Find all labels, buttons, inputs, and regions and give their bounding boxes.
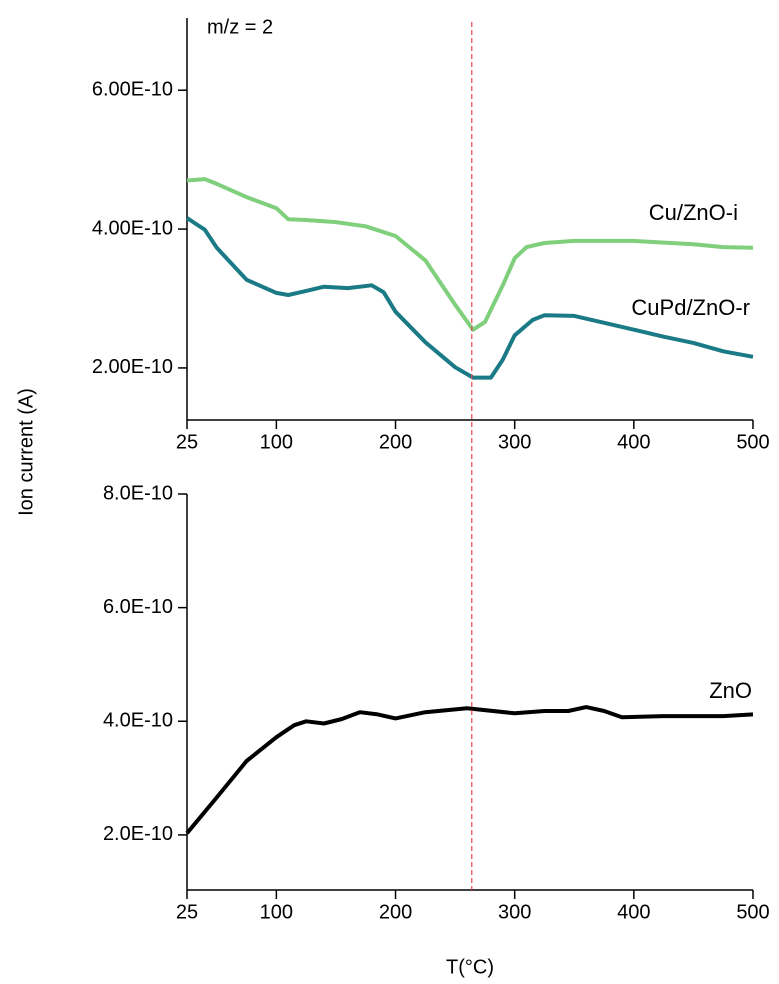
y-tick-label: 4.0E-10 (103, 710, 173, 732)
y-tick-label: 8.0E-10 (103, 482, 173, 504)
y-axis-label: Ion current (A) (15, 388, 37, 516)
x-tick-label: 500 (736, 431, 769, 453)
x-tick-label: 300 (498, 431, 531, 453)
x-tick-label: 300 (498, 901, 531, 923)
series-label: ZnO (709, 678, 752, 703)
y-tick-label: 2.0E-10 (103, 823, 173, 845)
x-tick-label: 400 (617, 431, 650, 453)
x-tick-label: 500 (736, 901, 769, 923)
x-tick-label: 100 (260, 431, 293, 453)
x-tick-label: 25 (176, 901, 198, 923)
series-label: CuPd/ZnO-r (631, 295, 750, 320)
annotation: m/z = 2 (207, 16, 273, 38)
x-tick-label: 400 (617, 901, 650, 923)
y-tick-label: 6.0E-10 (103, 596, 173, 618)
series-label: Cu/ZnO-i (649, 200, 738, 225)
x-tick-label: 200 (379, 431, 412, 453)
x-tick-label: 100 (260, 901, 293, 923)
x-tick-label: 25 (176, 431, 198, 453)
y-tick-label: 4.00E-10 (92, 217, 173, 239)
y-tick-label: 6.00E-10 (92, 78, 173, 100)
series-line (185, 216, 754, 380)
x-tick-label: 200 (379, 901, 412, 923)
y-tick-label: 2.00E-10 (92, 356, 173, 378)
series-line (186, 177, 754, 332)
x-axis-label: T(°C) (446, 956, 494, 978)
series-line (185, 705, 754, 835)
